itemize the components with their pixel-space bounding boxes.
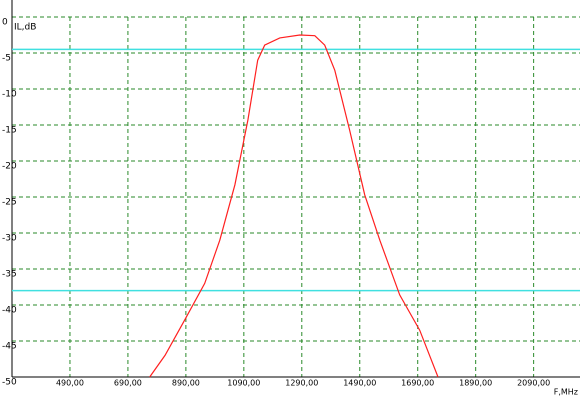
line-series xyxy=(149,34,439,378)
x-tick-label: 690,00 xyxy=(114,379,142,388)
x-tick-label: 1090,00 xyxy=(227,379,260,388)
x-tick-label: 2090,00 xyxy=(517,379,550,388)
x-axis-label: F,MHz xyxy=(554,388,578,397)
x-tick-label: 890,00 xyxy=(172,379,200,388)
x-tick-label: 1890,00 xyxy=(459,379,492,388)
y-tick-label: 0 xyxy=(2,18,8,28)
y-tick-label: -15 xyxy=(2,126,17,136)
y-tick-label: -10 xyxy=(2,90,17,100)
y-tick-label: -25 xyxy=(2,198,17,208)
y-tick-label: -5 xyxy=(2,54,11,64)
y-tick-label: -50 xyxy=(2,378,17,388)
y-tick-label: -20 xyxy=(2,162,17,172)
y-tick-label: -30 xyxy=(2,234,17,244)
y-tick-label: -45 xyxy=(2,342,17,352)
x-tick-label: 1690,00 xyxy=(401,379,434,388)
y-tick-label: -40 xyxy=(2,306,17,316)
y-axis-label: IL,dB xyxy=(14,23,36,33)
x-tick-label: 1290,00 xyxy=(285,379,318,388)
x-tick-label: 490,00 xyxy=(56,379,84,388)
x-tick-label: 1490,00 xyxy=(343,379,376,388)
y-tick-label: -35 xyxy=(2,270,17,280)
